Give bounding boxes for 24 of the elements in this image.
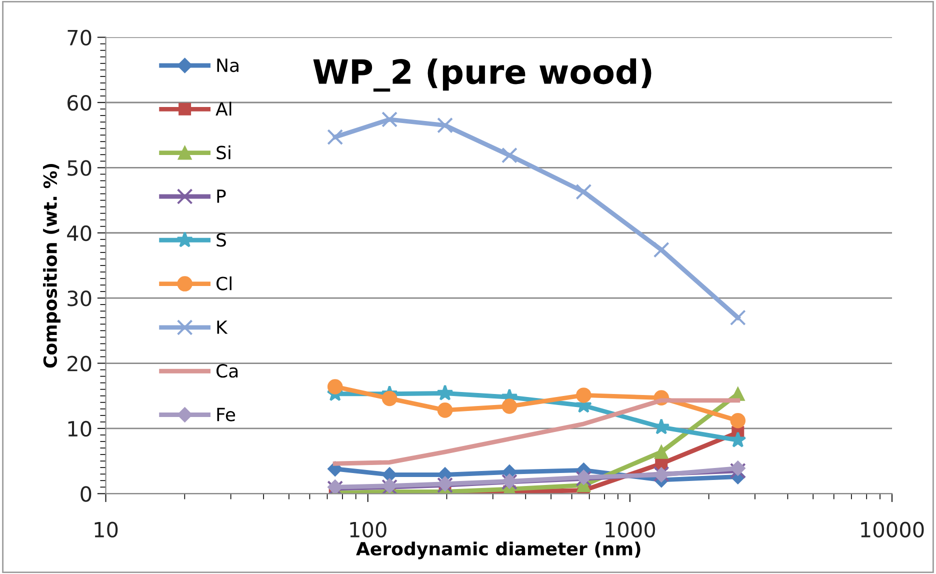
y-tick-label: 70 [68, 30, 92, 46]
y-tick-label: 50 [68, 160, 92, 176]
y-tick-label: 20 [68, 356, 92, 372]
x-axis-title: Aerodynamic diameter (nm) [356, 542, 640, 560]
y-tick-label: 10 [68, 420, 92, 437]
x-tick-label: 10000 [861, 522, 924, 538]
y-tick-label: 0 [80, 486, 92, 502]
y-axis-title: Composition (wt. %) [43, 164, 61, 368]
legend-label: Fe [217, 408, 236, 422]
legend-label: Na [217, 58, 238, 72]
legend-label: S [216, 233, 226, 247]
legend-label: Si [216, 145, 230, 160]
legend-label: P [217, 190, 226, 203]
x-tick-label: 1000 [606, 522, 656, 538]
legend-label: K [217, 320, 228, 334]
x-tick-label: 10 [94, 522, 118, 538]
x-tick-label: 100 [350, 522, 386, 538]
text: WP_2 (pure wood) [313, 58, 652, 92]
y-tick-label: 60 [68, 94, 92, 111]
y-tick-label: 30 [68, 290, 92, 306]
legend-label: Cl [216, 276, 232, 290]
legend-label: Ca [216, 364, 238, 378]
y-tick-label: 40 [67, 225, 92, 242]
legend-label: Al [216, 102, 232, 116]
